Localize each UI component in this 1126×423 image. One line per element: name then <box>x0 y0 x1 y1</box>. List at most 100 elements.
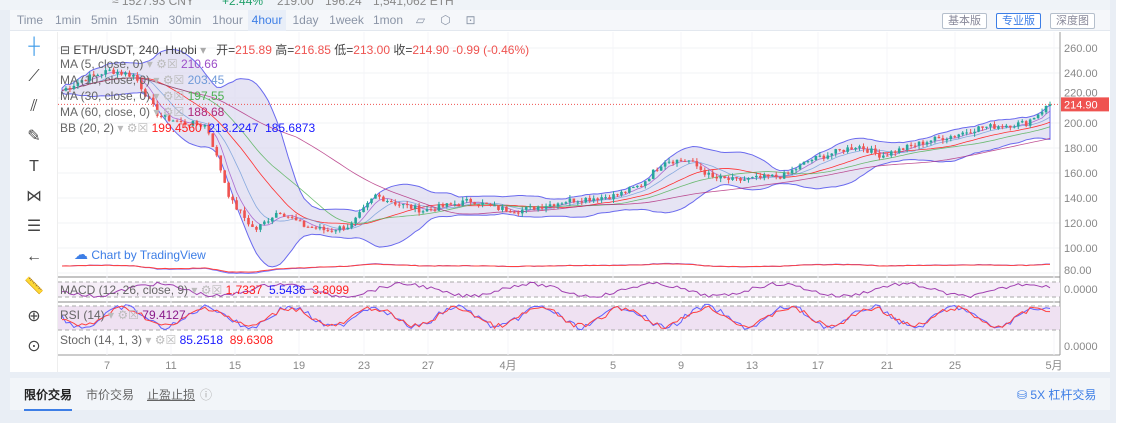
candle-body <box>913 145 917 147</box>
chart-panel: Time 1min 5min 15min 30min 1hour 4hour 1day 1wee… <box>10 10 1110 372</box>
ruler-icon[interactable]: 📏 <box>24 278 44 295</box>
close-icon[interactable]: ☒ <box>128 308 139 322</box>
candle-body <box>647 178 651 182</box>
pattern-icon[interactable]: ⋈ <box>26 188 42 205</box>
candle-body <box>925 142 929 145</box>
indicator-value: 210.66 <box>180 57 218 71</box>
trade-tabs: 限价交易 市价交易 止盈止损 ⓘ ⛁ 5X 杠杆交易 <box>10 378 1110 411</box>
ma-line <box>61 77 1051 215</box>
close-icon[interactable]: ☒ <box>173 105 185 119</box>
candle-body <box>219 155 223 171</box>
settings-icon[interactable]: ⚙ <box>126 121 138 135</box>
magnet-icon[interactable]: ⊙ <box>27 338 41 355</box>
settings-icon[interactable]: ⚙ <box>154 333 166 347</box>
interval-1week[interactable]: 1week <box>329 13 364 27</box>
candle-body <box>394 202 397 205</box>
interval-Time[interactable]: Time <box>16 13 44 27</box>
settings-icon[interactable]: ⚙ <box>156 57 167 71</box>
tab-stop[interactable]: 止盈止损 <box>147 388 196 402</box>
settings-icon[interactable]: ⚙ <box>162 73 174 87</box>
trendline-icon[interactable]: ⟋ <box>28 68 40 85</box>
candle-body <box>429 209 433 211</box>
info-icon[interactable]: ⓘ <box>200 388 213 402</box>
candle-body <box>929 140 933 143</box>
macd-legend: MACD (12, 26, close, 9) ▾ ⚙☒ 1.7337 5.54… <box>60 283 350 297</box>
candle-body <box>282 213 286 217</box>
candle-body <box>207 125 211 134</box>
candle-body <box>969 132 972 134</box>
close-icon[interactable]: ☒ <box>211 283 223 297</box>
candle-body <box>306 226 310 228</box>
candle-body <box>640 185 643 187</box>
pitchfork-icon[interactable]: ⫽ <box>30 98 38 115</box>
interval-4hour[interactable]: 4hour <box>248 10 286 31</box>
candle-body <box>235 200 238 210</box>
fullscreen-icon[interactable]: ⊡ <box>465 13 476 27</box>
candle-body <box>247 217 250 225</box>
stoch-d-line <box>61 305 1051 330</box>
interval-15min[interactable]: 15min <box>126 13 159 27</box>
zoom-in-icon[interactable]: ⊕ <box>27 308 41 325</box>
candle-body <box>1020 121 1024 123</box>
candle-body <box>973 131 976 134</box>
candle-body <box>1009 125 1012 128</box>
leverage-link[interactable]: ⛁ 5X 杠杆交易 <box>1017 386 1096 403</box>
interval-1mon[interactable]: 1mon <box>372 13 404 27</box>
tradingview-watermark[interactable]: ☁ Chart by TradingView <box>74 246 206 263</box>
interval-5min[interactable]: 5min <box>90 13 117 27</box>
settings-icon[interactable]: ⚙ <box>162 89 174 103</box>
candle-body <box>699 166 703 170</box>
text-icon[interactable]: T <box>29 158 39 175</box>
indicator-icon[interactable]: ▱ <box>415 13 426 27</box>
close-icon[interactable]: ☒ <box>173 73 185 87</box>
candle-body <box>294 217 298 221</box>
candle-body <box>108 69 111 71</box>
price-tick: 120.00 <box>1064 218 1098 230</box>
settings-icon[interactable]: ⚙ <box>162 105 174 119</box>
candle-body <box>346 227 349 230</box>
interval-1hour[interactable]: 1hour <box>212 13 243 27</box>
fib-icon[interactable]: ☰ <box>26 218 42 235</box>
view-button-0[interactable]: 基本版 <box>942 13 987 29</box>
view-button-2[interactable]: 深度图 <box>1050 13 1095 29</box>
ma-legend: MA (60, close, 0) ▾ ⚙☒ 188.68 <box>60 105 225 119</box>
price-chart[interactable]: 260.00 240.00 220.00 200.00 180.00 160.00 140.… <box>10 10 1110 372</box>
brush-icon[interactable]: ✎ <box>27 128 41 145</box>
interval-1min[interactable]: 1min <box>54 13 81 27</box>
candle-body <box>286 216 290 218</box>
settings-icon[interactable]: ⚙ <box>117 308 129 322</box>
back-arrow-icon[interactable]: ← <box>26 248 42 265</box>
candle-body <box>687 160 691 162</box>
candle-body <box>711 172 715 177</box>
candle-body <box>743 179 746 181</box>
settings-icon[interactable]: ⬡ <box>440 13 451 27</box>
candle-body <box>858 146 861 148</box>
interval-30min[interactable]: 30min <box>168 13 202 27</box>
candle-body <box>933 136 937 141</box>
candle-body <box>469 199 472 203</box>
stoch-axis-label: 0.0000 <box>1064 341 1098 353</box>
crosshair-icon[interactable]: ┼ <box>28 38 40 55</box>
settings-icon[interactable]: ⚙ <box>200 283 212 297</box>
interval-1day[interactable]: 1day <box>292 13 319 27</box>
close-icon[interactable]: ☒ <box>137 121 149 135</box>
view-button-1[interactable]: 专业版 <box>996 13 1041 29</box>
tab-limit[interactable]: 限价交易 <box>24 386 73 411</box>
candle-body <box>167 114 171 121</box>
candle-body <box>120 72 123 75</box>
candle-body <box>1036 114 1040 119</box>
close-icon[interactable]: ☒ <box>165 333 177 347</box>
time-tick: 19 <box>293 360 305 372</box>
collapse-icon[interactable]: ⊟ <box>60 43 74 57</box>
candle-body <box>905 144 909 150</box>
candle-body <box>576 201 580 203</box>
candle-body <box>215 146 219 156</box>
time-tick: 4月 <box>499 360 516 372</box>
candle-body <box>159 115 163 117</box>
candle-body <box>124 72 127 75</box>
close-icon[interactable]: ☒ <box>173 89 185 103</box>
close-icon[interactable]: ☒ <box>166 57 178 71</box>
tab-market[interactable]: 市价交易 <box>86 388 135 402</box>
candle-body <box>151 97 155 105</box>
candle-body <box>548 204 552 207</box>
